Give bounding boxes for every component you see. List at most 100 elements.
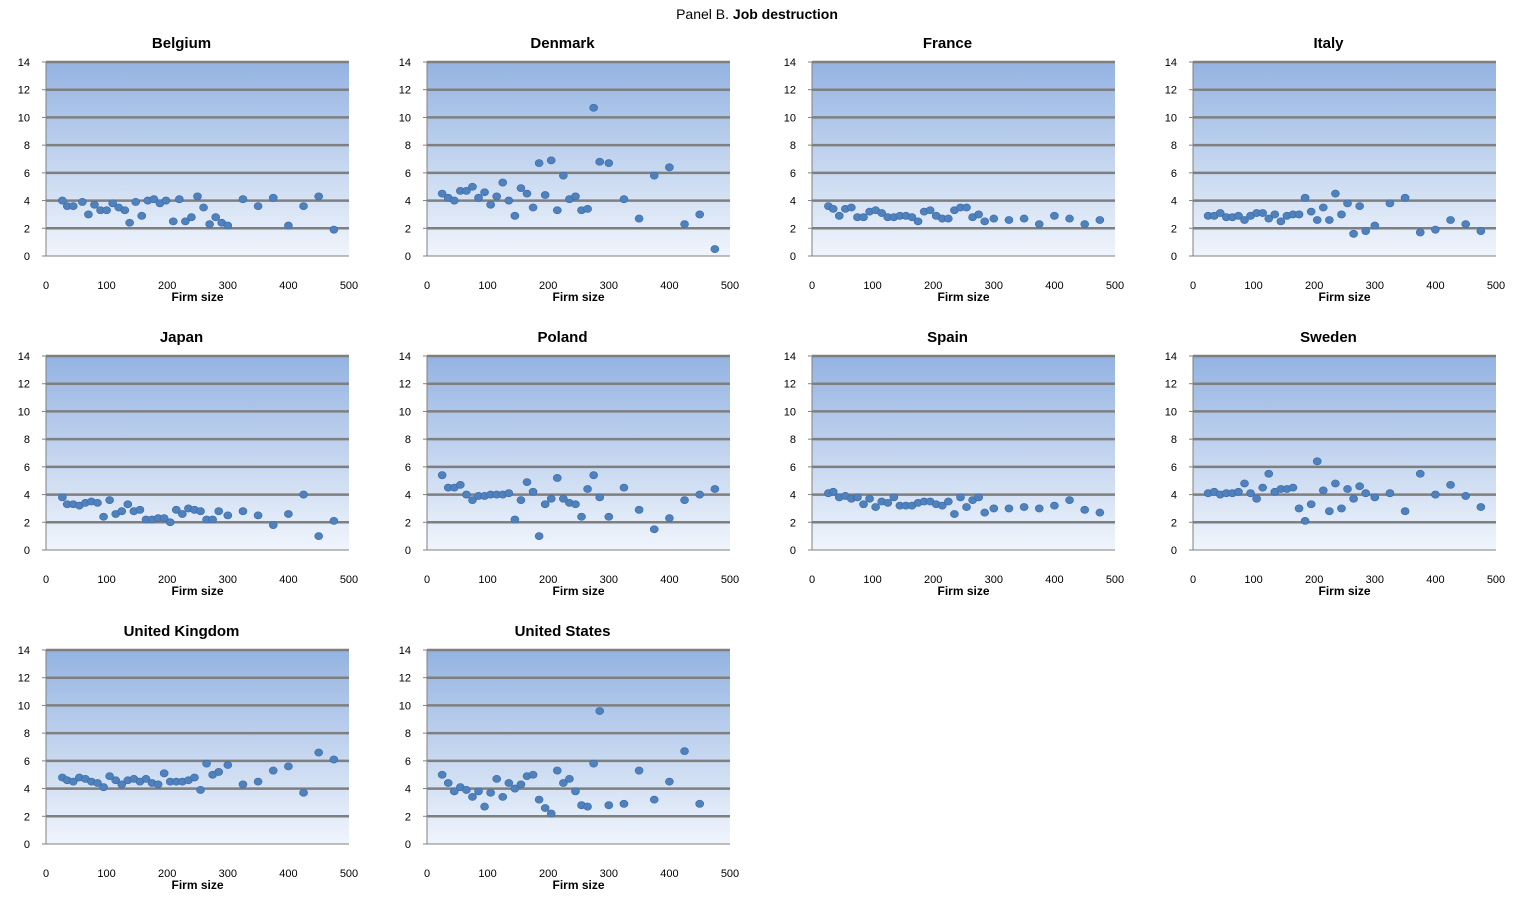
x-tick-label: 200: [924, 280, 942, 292]
chart-panel: 0 2 4 6 8 10 12 14 0 100 200 300 400 500 Firm size Denm…: [381, 30, 761, 320]
data-point: [1300, 193, 1310, 202]
data-point: [99, 783, 108, 792]
chart-title: France: [923, 35, 972, 52]
data-point: [1215, 209, 1225, 217]
x-tick-label: 100: [478, 868, 496, 880]
data-point: [1349, 229, 1358, 238]
y-tick-label: 14: [18, 57, 30, 69]
y-tick-label: 4: [405, 490, 411, 502]
y-tick-label: 12: [1165, 379, 1177, 391]
data-point: [299, 490, 308, 499]
data-point: [462, 186, 471, 195]
data-point: [571, 500, 580, 509]
data-point: [1415, 228, 1425, 237]
y-tick-label: 0: [24, 545, 30, 557]
x-tick-label: 500: [1106, 280, 1124, 292]
scatter-chart: 0 2 4 6 8 10 12 14 0 100 200 300 400 500 Firm size Fran…: [784, 35, 1124, 304]
data-point: [865, 494, 874, 503]
data-point: [980, 508, 990, 517]
data-point: [522, 478, 532, 486]
y-tick-label: 2: [790, 517, 796, 529]
scatter-chart: 0 2 4 6 8 10 12 14 0 100 200 300 400 500 Firm size Unit…: [18, 623, 358, 892]
chart-title: Poland: [537, 329, 587, 346]
data-point: [190, 773, 199, 782]
data-point: [1431, 225, 1440, 234]
data-point: [329, 755, 339, 764]
data-point: [161, 196, 171, 205]
data-point: [634, 214, 644, 223]
x-tick-label: 300: [600, 868, 618, 880]
data-point: [595, 707, 605, 715]
data-point: [546, 809, 556, 818]
data-point: [1065, 496, 1074, 505]
data-point: [649, 525, 659, 534]
data-point: [1234, 211, 1243, 220]
y-tick-label: 8: [1171, 434, 1177, 446]
data-point: [268, 521, 278, 529]
data-point: [105, 772, 114, 780]
data-point: [437, 189, 447, 198]
data-point: [1446, 216, 1455, 224]
data-point: [178, 510, 187, 518]
data-point: [1080, 505, 1090, 514]
y-tick-label: 0: [790, 545, 796, 557]
y-tick-label: 10: [399, 406, 411, 418]
y-tick-label: 0: [24, 839, 30, 851]
x-tick-label: 500: [1106, 574, 1124, 586]
x-tick-label: 100: [863, 574, 881, 586]
data-point: [78, 198, 87, 206]
data-point: [1476, 227, 1486, 235]
data-point: [1370, 221, 1380, 230]
x-tick-label: 300: [219, 280, 237, 292]
data-point: [540, 191, 550, 199]
y-tick-label: 14: [399, 57, 411, 69]
y-tick-label: 10: [18, 112, 30, 124]
y-tick-label: 2: [24, 223, 30, 235]
data-point: [937, 501, 947, 510]
x-axis-label: Firm size: [171, 878, 223, 892]
y-tick-label: 6: [1171, 462, 1177, 474]
data-point: [135, 505, 145, 514]
data-point: [552, 766, 562, 775]
y-tick-label: 4: [24, 784, 30, 796]
data-point: [510, 784, 520, 793]
data-point: [989, 214, 999, 223]
data-point: [847, 203, 856, 212]
data-point: [522, 189, 532, 198]
data-point: [913, 217, 923, 226]
data-point: [540, 500, 550, 509]
x-tick-label: 400: [279, 280, 297, 292]
data-point: [565, 774, 574, 783]
data-point: [534, 532, 544, 541]
data-point: [877, 209, 886, 217]
y-tick-label: 6: [24, 168, 30, 180]
x-tick-label: 0: [809, 280, 815, 292]
data-point: [1343, 199, 1352, 208]
data-point: [449, 787, 459, 796]
scatter-chart: 0 2 4 6 8 10 12 14 0 100 200 300 400 500 Firm size Unit…: [399, 623, 739, 892]
data-point: [1361, 227, 1371, 235]
chart-panel: 0 2 4 6 8 10 12 14 0 100 200 300 400 500 Firm size Japa…: [0, 324, 380, 614]
data-point: [1400, 507, 1410, 516]
data-point: [583, 485, 592, 493]
data-point: [223, 761, 233, 769]
data-point: [480, 188, 489, 197]
data-point: [604, 159, 614, 168]
x-tick-label: 500: [1487, 574, 1505, 586]
data-point: [492, 192, 501, 201]
data-point: [299, 202, 308, 211]
scatter-chart: 0 2 4 6 8 10 12 14 0 100 200 300 400 500 Firm size Japa…: [18, 329, 358, 598]
chart-title: Belgium: [152, 35, 211, 52]
data-point: [223, 511, 233, 520]
data-point: [111, 776, 120, 785]
data-point: [93, 779, 102, 787]
x-axis-label: Firm size: [171, 584, 223, 598]
chart-panel: 0 2 4 6 8 10 12 14 0 100 200 300 400 500 Firm size Unit…: [381, 618, 761, 908]
data-point: [552, 474, 562, 482]
scatter-chart: 0 2 4 6 8 10 12 14 0 100 200 300 400 500 Firm size Ital…: [1165, 35, 1505, 304]
x-axis-label: Firm size: [552, 584, 604, 598]
data-point: [1461, 220, 1471, 229]
y-tick-label: 10: [399, 112, 411, 124]
plot-area: [46, 356, 349, 550]
x-tick-label: 300: [1366, 280, 1384, 292]
